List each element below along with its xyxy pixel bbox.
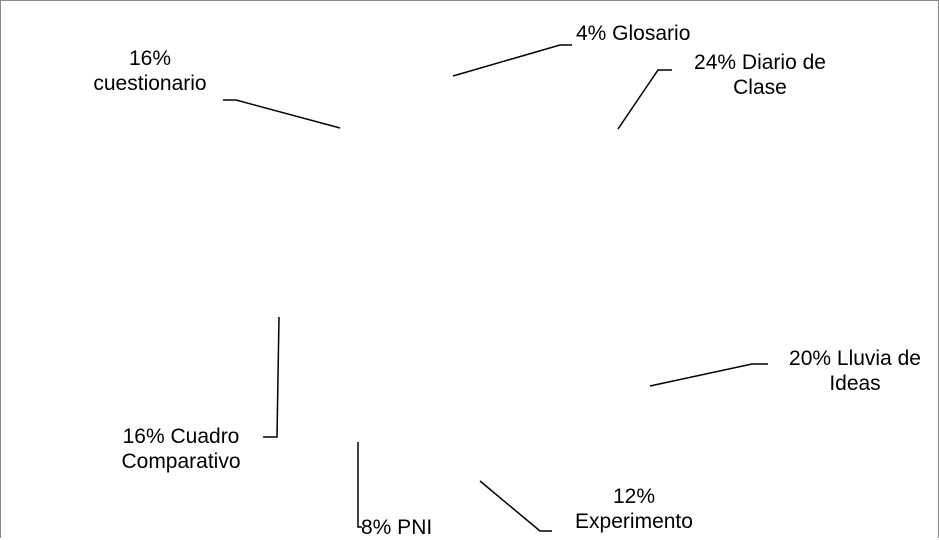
slice-label-line: 12% — [612, 485, 656, 508]
slice-label-lluvia-de-ideas: 20% Lluvia de Ideas — [770, 346, 939, 396]
slice-label-diario-de-clase: 24% Diario de Clase — [672, 50, 848, 100]
slice-label-line: cuestionario — [93, 72, 207, 95]
slice-label-line: 4% Glosario — [576, 22, 691, 45]
slice-label-line: Experimento — [575, 510, 693, 533]
leader-line-glosario — [452, 44, 572, 77]
slice-label-line: 16% — [128, 47, 172, 70]
leader-line-cuestionario — [223, 99, 341, 129]
slice-label-line: 16% Cuadro — [122, 425, 240, 448]
leader-line-pni — [357, 442, 362, 528]
slice-label-experimento: 12% Experimento — [554, 484, 714, 534]
leader-line-experimento — [479, 480, 552, 532]
slice-label-line: Comparativo — [121, 450, 241, 473]
slice-label-line: 20% Lluvia de — [789, 347, 921, 370]
slice-label-cuadro-comparativo: 16% Cuadro Comparativo — [96, 424, 266, 474]
leader-line-diario — [617, 69, 672, 130]
slice-label-line: Ideas — [829, 372, 881, 395]
slice-label-line: 8% PNI — [361, 516, 433, 539]
slice-label-line: 24% Diario de — [694, 51, 826, 74]
slice-label-cuestionario: 16% cuestionario — [68, 46, 232, 96]
leader-line-lluvia — [649, 363, 768, 387]
leader-line-cuadro — [263, 316, 280, 438]
slice-label-pni: 8% PNI — [361, 515, 432, 540]
slice-label-glosario: 4% Glosario — [576, 21, 690, 46]
slice-label-line: Clase — [733, 76, 787, 99]
